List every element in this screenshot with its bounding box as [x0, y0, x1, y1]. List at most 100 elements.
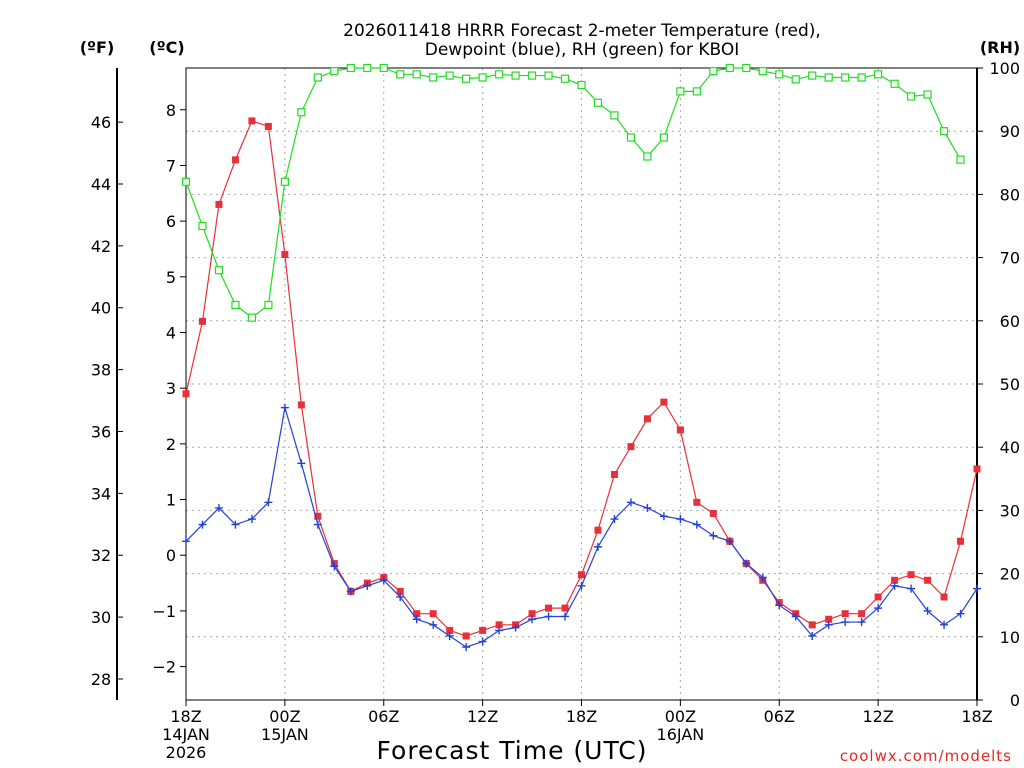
dewpoint-point	[313, 520, 322, 529]
dewpoint-point	[709, 531, 718, 540]
temperature-point	[297, 401, 305, 409]
rh-point	[429, 73, 438, 82]
dewpoint-point	[445, 631, 454, 640]
temperature-point	[907, 571, 915, 579]
temperature-point	[281, 251, 289, 259]
dewpoint-point	[758, 573, 767, 582]
credit-text: coolwx.com/modelts	[840, 747, 1012, 765]
temperature-point	[808, 621, 816, 629]
celsius-tick-label: 0	[166, 546, 176, 565]
dewpoint-point	[940, 620, 949, 629]
temperature-point	[215, 200, 223, 208]
rh-point	[709, 67, 718, 76]
dewpoint-point	[577, 581, 586, 590]
x-tick-label: 12Z	[862, 707, 893, 726]
temperature-point	[479, 626, 487, 634]
fahrenheit-tick-label: 30	[91, 608, 111, 627]
celsius-tick-label: 2	[166, 435, 176, 454]
temperature-point	[578, 571, 585, 579]
x-tick-label: 00Z	[269, 707, 300, 726]
rh-point	[906, 92, 916, 101]
temperature-point	[643, 415, 651, 423]
dewpoint-point	[264, 498, 273, 507]
rh-point	[659, 133, 668, 142]
x-tick-label: 06Z	[368, 707, 399, 726]
dewpoint-point	[462, 643, 471, 652]
dewpoint-point	[907, 584, 916, 593]
rh-unit-label: (RH)	[980, 38, 1020, 57]
dewpoint-point	[528, 615, 537, 624]
dewpoint-point	[198, 520, 207, 529]
chart-title-line1: 2026011418 HRRR Forecast 2-meter Tempera…	[343, 21, 821, 41]
rh-point	[478, 73, 487, 82]
dewpoint-point	[841, 618, 850, 627]
dewpoint-point	[396, 592, 405, 601]
fahrenheit-tick-label: 42	[91, 237, 111, 256]
temperature-point	[676, 426, 684, 434]
temperature-point	[858, 610, 866, 618]
celsius-tick-label: 3	[166, 379, 176, 398]
dewpoint-point	[593, 542, 602, 551]
x-tick-year: 2026	[166, 743, 207, 762]
x-axis-label: Forecast Time (UTC)	[377, 736, 648, 765]
temperature-point	[495, 621, 503, 629]
rh-tick-label: 100	[989, 59, 1020, 78]
rh-tick-label: 10	[1000, 628, 1020, 647]
celsius-unit-label: (ºC)	[149, 38, 184, 57]
rh-point	[495, 70, 504, 79]
rh-point	[313, 73, 322, 82]
rh-tick-label: 50	[1000, 375, 1020, 394]
rh-point	[956, 155, 965, 164]
rh-point	[890, 79, 899, 88]
dewpoint-point	[824, 620, 833, 629]
rh-tick-label: 60	[1000, 312, 1020, 331]
dewpoint-point	[692, 520, 701, 529]
fahrenheit-tick-label: 38	[91, 361, 111, 380]
temperature-point	[693, 498, 701, 506]
celsius-tick-label: 1	[166, 491, 176, 510]
temperature-point	[413, 610, 421, 618]
dewpoint-point	[561, 612, 570, 621]
dewpoint-point	[643, 503, 652, 512]
rh-tick-label: 90	[1000, 122, 1020, 141]
rh-point	[841, 73, 850, 82]
celsius-tick-label: 5	[166, 268, 176, 287]
rh-point	[874, 70, 883, 79]
rh-point	[264, 300, 273, 310]
x-tick-date: 16JAN	[657, 725, 705, 744]
rh-point	[462, 74, 471, 83]
dewpoint-point	[923, 606, 932, 615]
temperature-point	[545, 604, 553, 612]
temperature-point	[248, 117, 256, 125]
temperature-point	[264, 122, 272, 130]
rh-tick-label: 30	[1000, 501, 1020, 520]
dewpoint-point	[231, 520, 240, 529]
temperature-point	[561, 604, 569, 612]
dewpoint-point	[379, 576, 388, 585]
temperature-point	[825, 615, 833, 623]
fahrenheit-tick-label: 44	[91, 175, 111, 194]
x-tick-date: 15JAN	[261, 725, 309, 744]
dewpoint-point	[280, 403, 289, 412]
temperature-point	[841, 610, 849, 618]
temperature-point	[429, 610, 437, 618]
rh-point	[511, 71, 520, 80]
x-tick-date: 14JAN	[162, 725, 210, 744]
rh-point	[676, 87, 685, 96]
temperature-point	[462, 632, 470, 640]
rh-point	[626, 133, 636, 142]
rh-point	[363, 63, 372, 73]
rh-point	[577, 80, 586, 90]
celsius-tick-label: 8	[166, 101, 176, 120]
temperature-point	[610, 470, 618, 478]
temperature-point	[314, 512, 322, 520]
dewpoint-point	[412, 615, 421, 624]
rh-point	[247, 313, 257, 322]
celsius-tick-label: 4	[166, 323, 176, 342]
rh-point	[330, 67, 339, 76]
dewpoint-point	[214, 503, 223, 512]
dewpoint-point	[742, 559, 751, 568]
dewpoint-point	[808, 631, 817, 640]
rh-point	[593, 98, 603, 107]
